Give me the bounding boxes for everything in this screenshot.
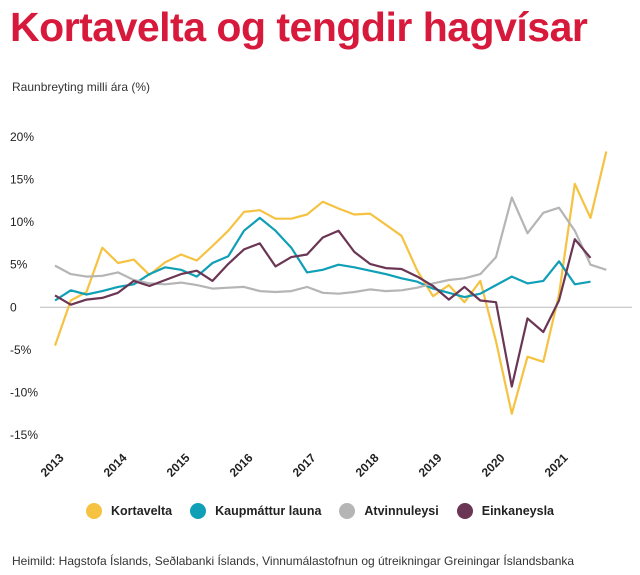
page-title: Kortavelta og tengdir hagvísar — [10, 4, 588, 50]
legend-swatch — [456, 503, 473, 519]
y-tick-label: -10% — [10, 385, 38, 399]
legend-item: Kortavelta — [86, 503, 172, 519]
chart-legend: Kortavelta Kaupmáttur launa Atvinnuleysi Ei… — [0, 503, 640, 519]
legend-item: Einkaneysla — [456, 503, 554, 519]
legend-item: Kaupmáttur launa — [190, 503, 321, 519]
legend-swatch — [339, 503, 356, 519]
x-tick-label: 2021 — [542, 451, 571, 480]
x-tick-label: 2013 — [38, 451, 67, 480]
legend-label: Atvinnuleysi — [364, 504, 439, 518]
x-tick-label: 2019 — [416, 451, 445, 480]
y-tick-label: 0 — [10, 300, 17, 314]
series-line-0 — [53, 151, 608, 415]
legend-swatch — [86, 503, 102, 519]
legend-label: Einkaneysla — [481, 504, 554, 518]
x-tick-label: 2018 — [353, 451, 382, 480]
series-line-2 — [54, 196, 607, 295]
x-tick-label: 2017 — [290, 451, 319, 480]
line-chart: 20% 15% 10% 5% 0 -5% -10% -15% 2013 2014 2015 2016… — [10, 130, 632, 480]
series-line-1 — [54, 216, 591, 302]
y-tick-label: 20% — [10, 130, 34, 144]
chart-subtitle: Raunbreyting milli ára (%) — [12, 80, 151, 94]
x-tick-label: 2014 — [101, 451, 130, 480]
x-axis: 2013 2014 2015 2016 2017 2018 2019 2020 2021 — [38, 451, 571, 480]
y-tick-label: 10% — [10, 215, 34, 229]
legend-label: Kortavelta — [111, 504, 173, 518]
y-tick-label: 15% — [10, 173, 34, 187]
legend-label: Kaupmáttur launa — [215, 504, 322, 518]
x-tick-label: 2015 — [164, 451, 193, 480]
y-tick-label: -15% — [10, 428, 38, 442]
y-tick-label: -5% — [10, 343, 32, 357]
source-note: Heimild: Hagstofa Íslands, Seðlabanki Ís… — [12, 554, 575, 568]
legend-swatch — [190, 503, 207, 519]
y-tick-label: 5% — [10, 258, 28, 272]
series-line-3 — [54, 229, 592, 388]
x-tick-label: 2020 — [479, 451, 508, 480]
y-axis: 20% 15% 10% 5% 0 -5% -10% -15% — [10, 130, 38, 442]
x-tick-label: 2016 — [227, 451, 256, 480]
legend-item: Atvinnuleysi — [339, 503, 439, 519]
series-layer — [53, 151, 608, 415]
